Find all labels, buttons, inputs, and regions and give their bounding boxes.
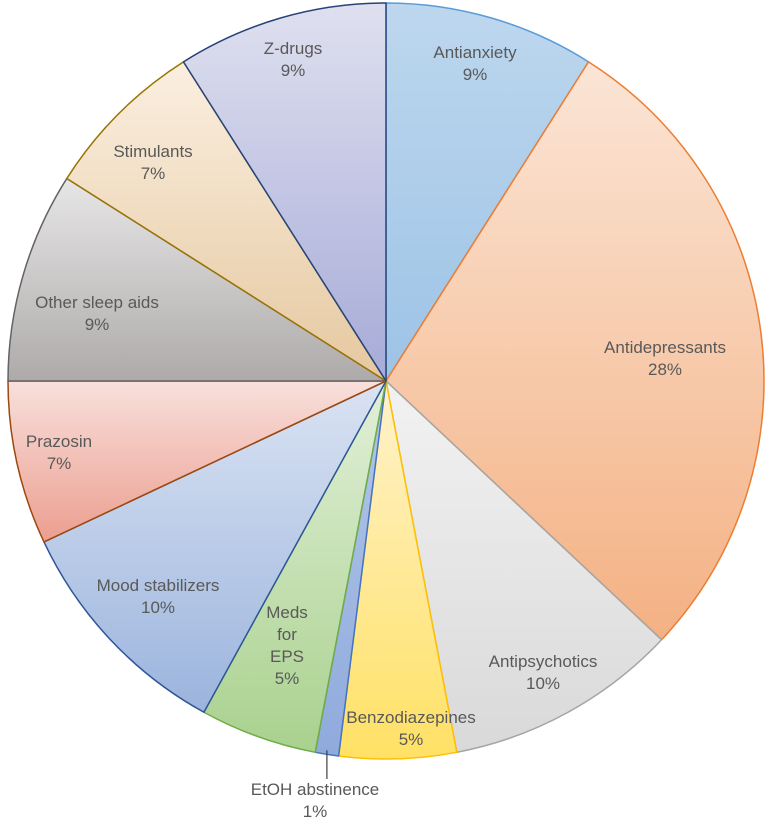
slice-label-antianxiety: Antianxiety 9%	[433, 43, 517, 84]
slice-z-drugs	[182, 2, 387, 382]
slice-label-antipsychotics: Antipsychotics 10%	[489, 652, 598, 693]
pie-labels: Antianxiety 9% Antidepressants 28% Antipsych…	[26, 39, 726, 821]
slice-other-sleep-aids	[7, 177, 387, 382]
slice-label-antidepressants: Antidepressants 28%	[604, 338, 726, 379]
slice-stimulants	[66, 61, 387, 382]
slice-antianxiety	[385, 2, 590, 382]
pie-slices	[7, 2, 765, 760]
slice-label-benzodiazepines: Benzodiazepines 5%	[346, 708, 475, 749]
slice-label-z-drugs: Z-drugs 9%	[264, 39, 323, 80]
slice-label-etoh-abstinence: EtOH abstinence 1%	[251, 780, 380, 821]
slice-prazosin	[7, 380, 387, 543]
slice-antipsychotics	[385, 380, 663, 754]
slice-label-other-sleep-aids: Other sleep aids 9%	[35, 293, 159, 334]
slice-label-stimulants: Stimulants 7%	[113, 142, 192, 183]
slice-label-prazosin: Prazosin 7%	[26, 432, 92, 473]
slice-mood-stabilizers	[43, 380, 387, 713]
slice-label-mood-stabilizers: Mood stabilizers 10%	[97, 576, 220, 617]
slice-label-meds-for-eps: Meds for EPS 5%	[266, 603, 308, 688]
slice-antidepressants	[385, 61, 765, 641]
